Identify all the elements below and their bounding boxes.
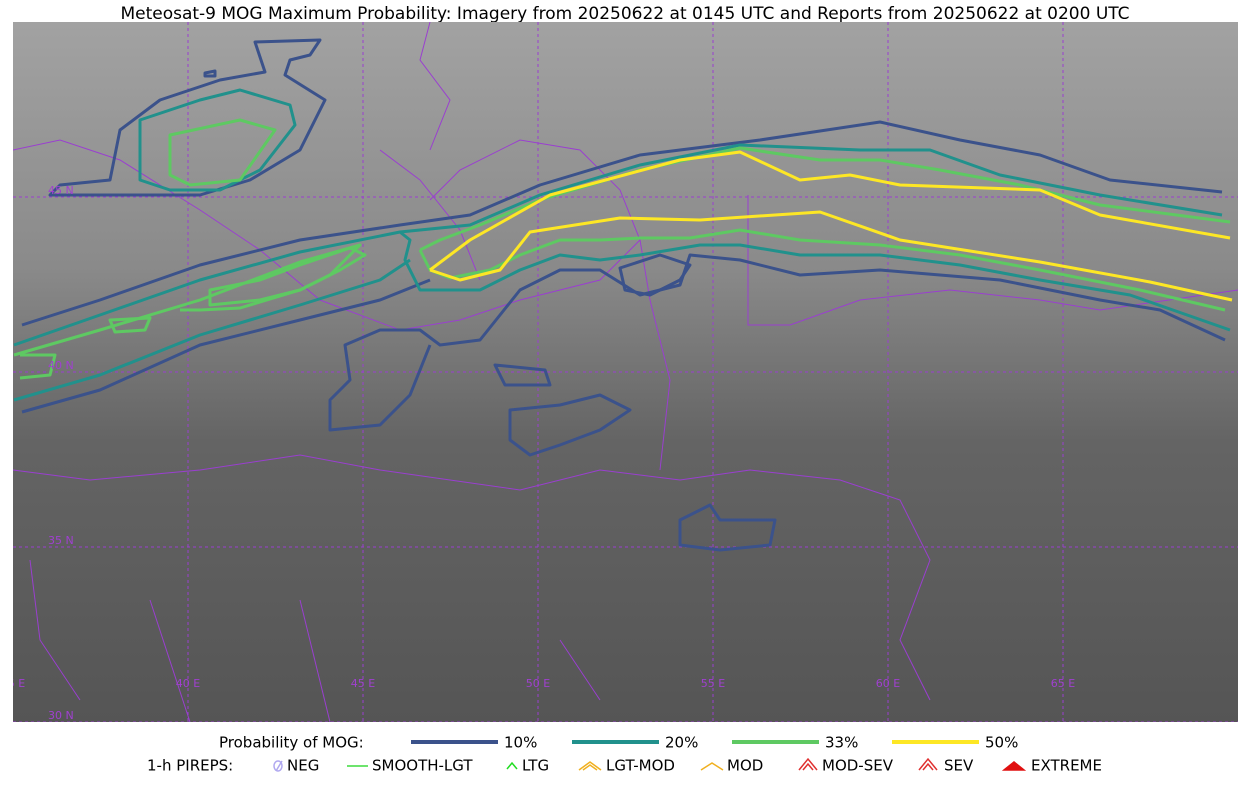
lat-label: 40 N [48,359,74,372]
legend-label: Probability of MOG: [219,734,364,752]
pirep-icon [700,762,724,771]
legend-entry: NEG [287,757,319,775]
lon-label: 60 E [876,677,900,690]
pirep-icon [578,761,602,771]
legend-entry: EXTREME [1031,757,1102,775]
legend-entry: LGT-MOD [606,757,675,775]
pirep-icon [273,760,283,772]
legend-entry: 10% [504,734,537,752]
legend-label: 1-h PIREPS: [147,757,233,775]
contours [13,38,1233,552]
pirep-icon [918,757,938,771]
lat-label: 30 N [48,709,74,722]
legend-entry: SMOOTH-LGT [372,757,473,775]
legend-entry: 33% [825,734,858,752]
lon-label: 40 E [176,677,200,690]
lon-label: 45 E [351,677,375,690]
legend-entry: 20% [665,734,698,752]
legend-entry: LTG [522,757,549,775]
legend-entry: MOD [727,757,763,775]
lon-label: 50 E [526,677,550,690]
borders [13,22,1238,722]
legend-entry: 50% [985,734,1018,752]
pirep-icon [798,757,818,771]
lat-label: 45 N [48,184,74,197]
lon-labels: 35 E 40 E 45 E 50 E 55 E 60 E 65 E [1,677,1075,690]
lon-label: 55 E [701,677,725,690]
lat-label: 35 N [48,534,74,547]
pirep-icon [1001,761,1027,771]
lon-label: 65 E [1051,677,1075,690]
legend: Probability of MOG: 10% 20% 33% 50% 1-h PIREP… [147,734,1102,775]
lat-labels: 45 N 40 N 35 N 30 N [48,184,74,722]
legend-entry: MOD-SEV [822,757,894,775]
title: Meteosat-9 MOG Maximum Probability: Imag… [120,4,1129,24]
pirep-icon [506,761,518,770]
graticule [13,22,1238,722]
map: 45 N 40 N 35 N 30 N 35 E 40 E 45 E 50 E 55 E 60 … [1,22,1238,722]
lon-label: 35 E [1,677,25,690]
legend-entry: SEV [944,757,974,775]
